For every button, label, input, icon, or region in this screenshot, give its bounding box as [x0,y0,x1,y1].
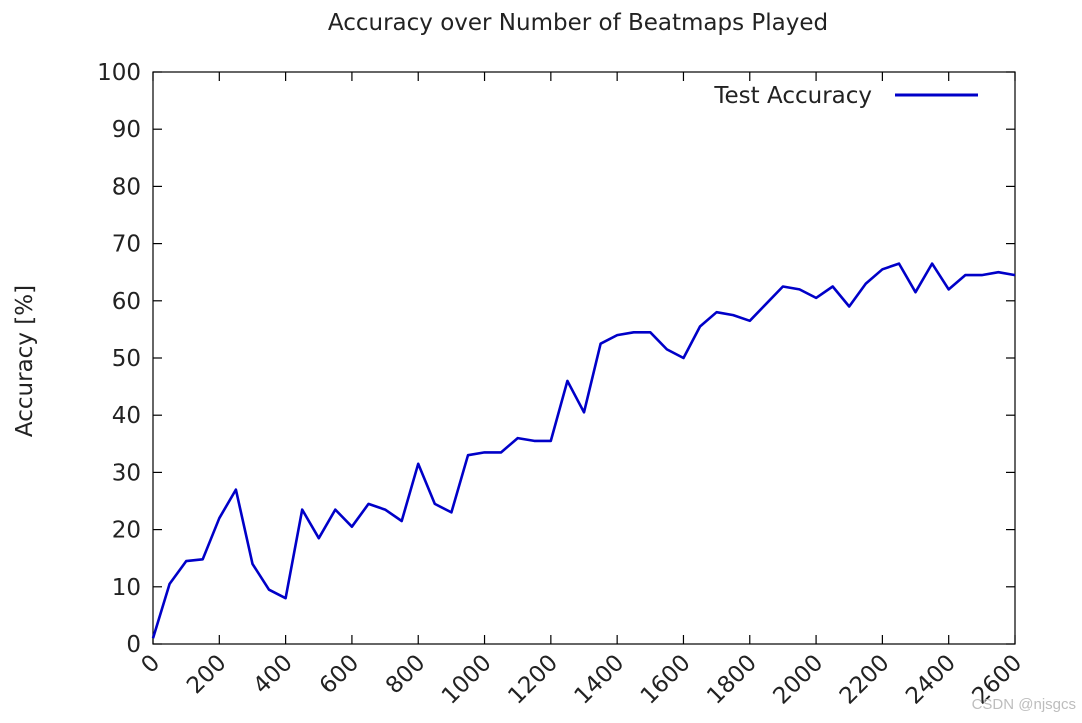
x-tick-label: 800 [381,650,430,699]
y-tick-label: 70 [112,232,141,258]
y-tick-label: 20 [112,518,141,544]
x-tick-label: 1000 [437,650,497,710]
x-tick-label: 1800 [702,650,762,710]
y-tick-label: 90 [112,117,141,143]
series-layer [151,262,1016,639]
legend: Test Accuracy [713,83,978,109]
x-tick-label: 2200 [835,650,895,710]
plot-frame [152,71,1016,645]
x-tick-label: 1400 [570,650,630,710]
y-tick-label: 40 [112,403,141,429]
x-tick-label: 2400 [901,650,961,710]
y-tick-label: 30 [112,460,141,486]
x-tick-label: 2000 [769,650,829,710]
x-tick-label: 600 [315,650,364,699]
watermark: CSDN @njsgcs [971,696,1076,713]
y-tick-label: 60 [112,289,141,315]
y-tick-label: 100 [97,60,141,86]
x-tick-label: 1200 [503,650,563,710]
y-tick-label: 0 [126,632,141,658]
x-tick-label: 200 [182,650,231,699]
x-tick-label: 400 [248,650,297,699]
y-tick-label: 80 [112,174,141,200]
y-axis-label: Accuracy [%] [12,285,38,437]
legend-entry-label: Test Accuracy [713,83,872,109]
x-tick-label: 1600 [636,650,696,710]
y-tick-label: 10 [112,575,141,601]
series-line-test-accuracy [151,262,1016,639]
y-tick-label: 50 [112,346,141,372]
chart-title: Accuracy over Number of Beatmaps Played [328,10,828,36]
